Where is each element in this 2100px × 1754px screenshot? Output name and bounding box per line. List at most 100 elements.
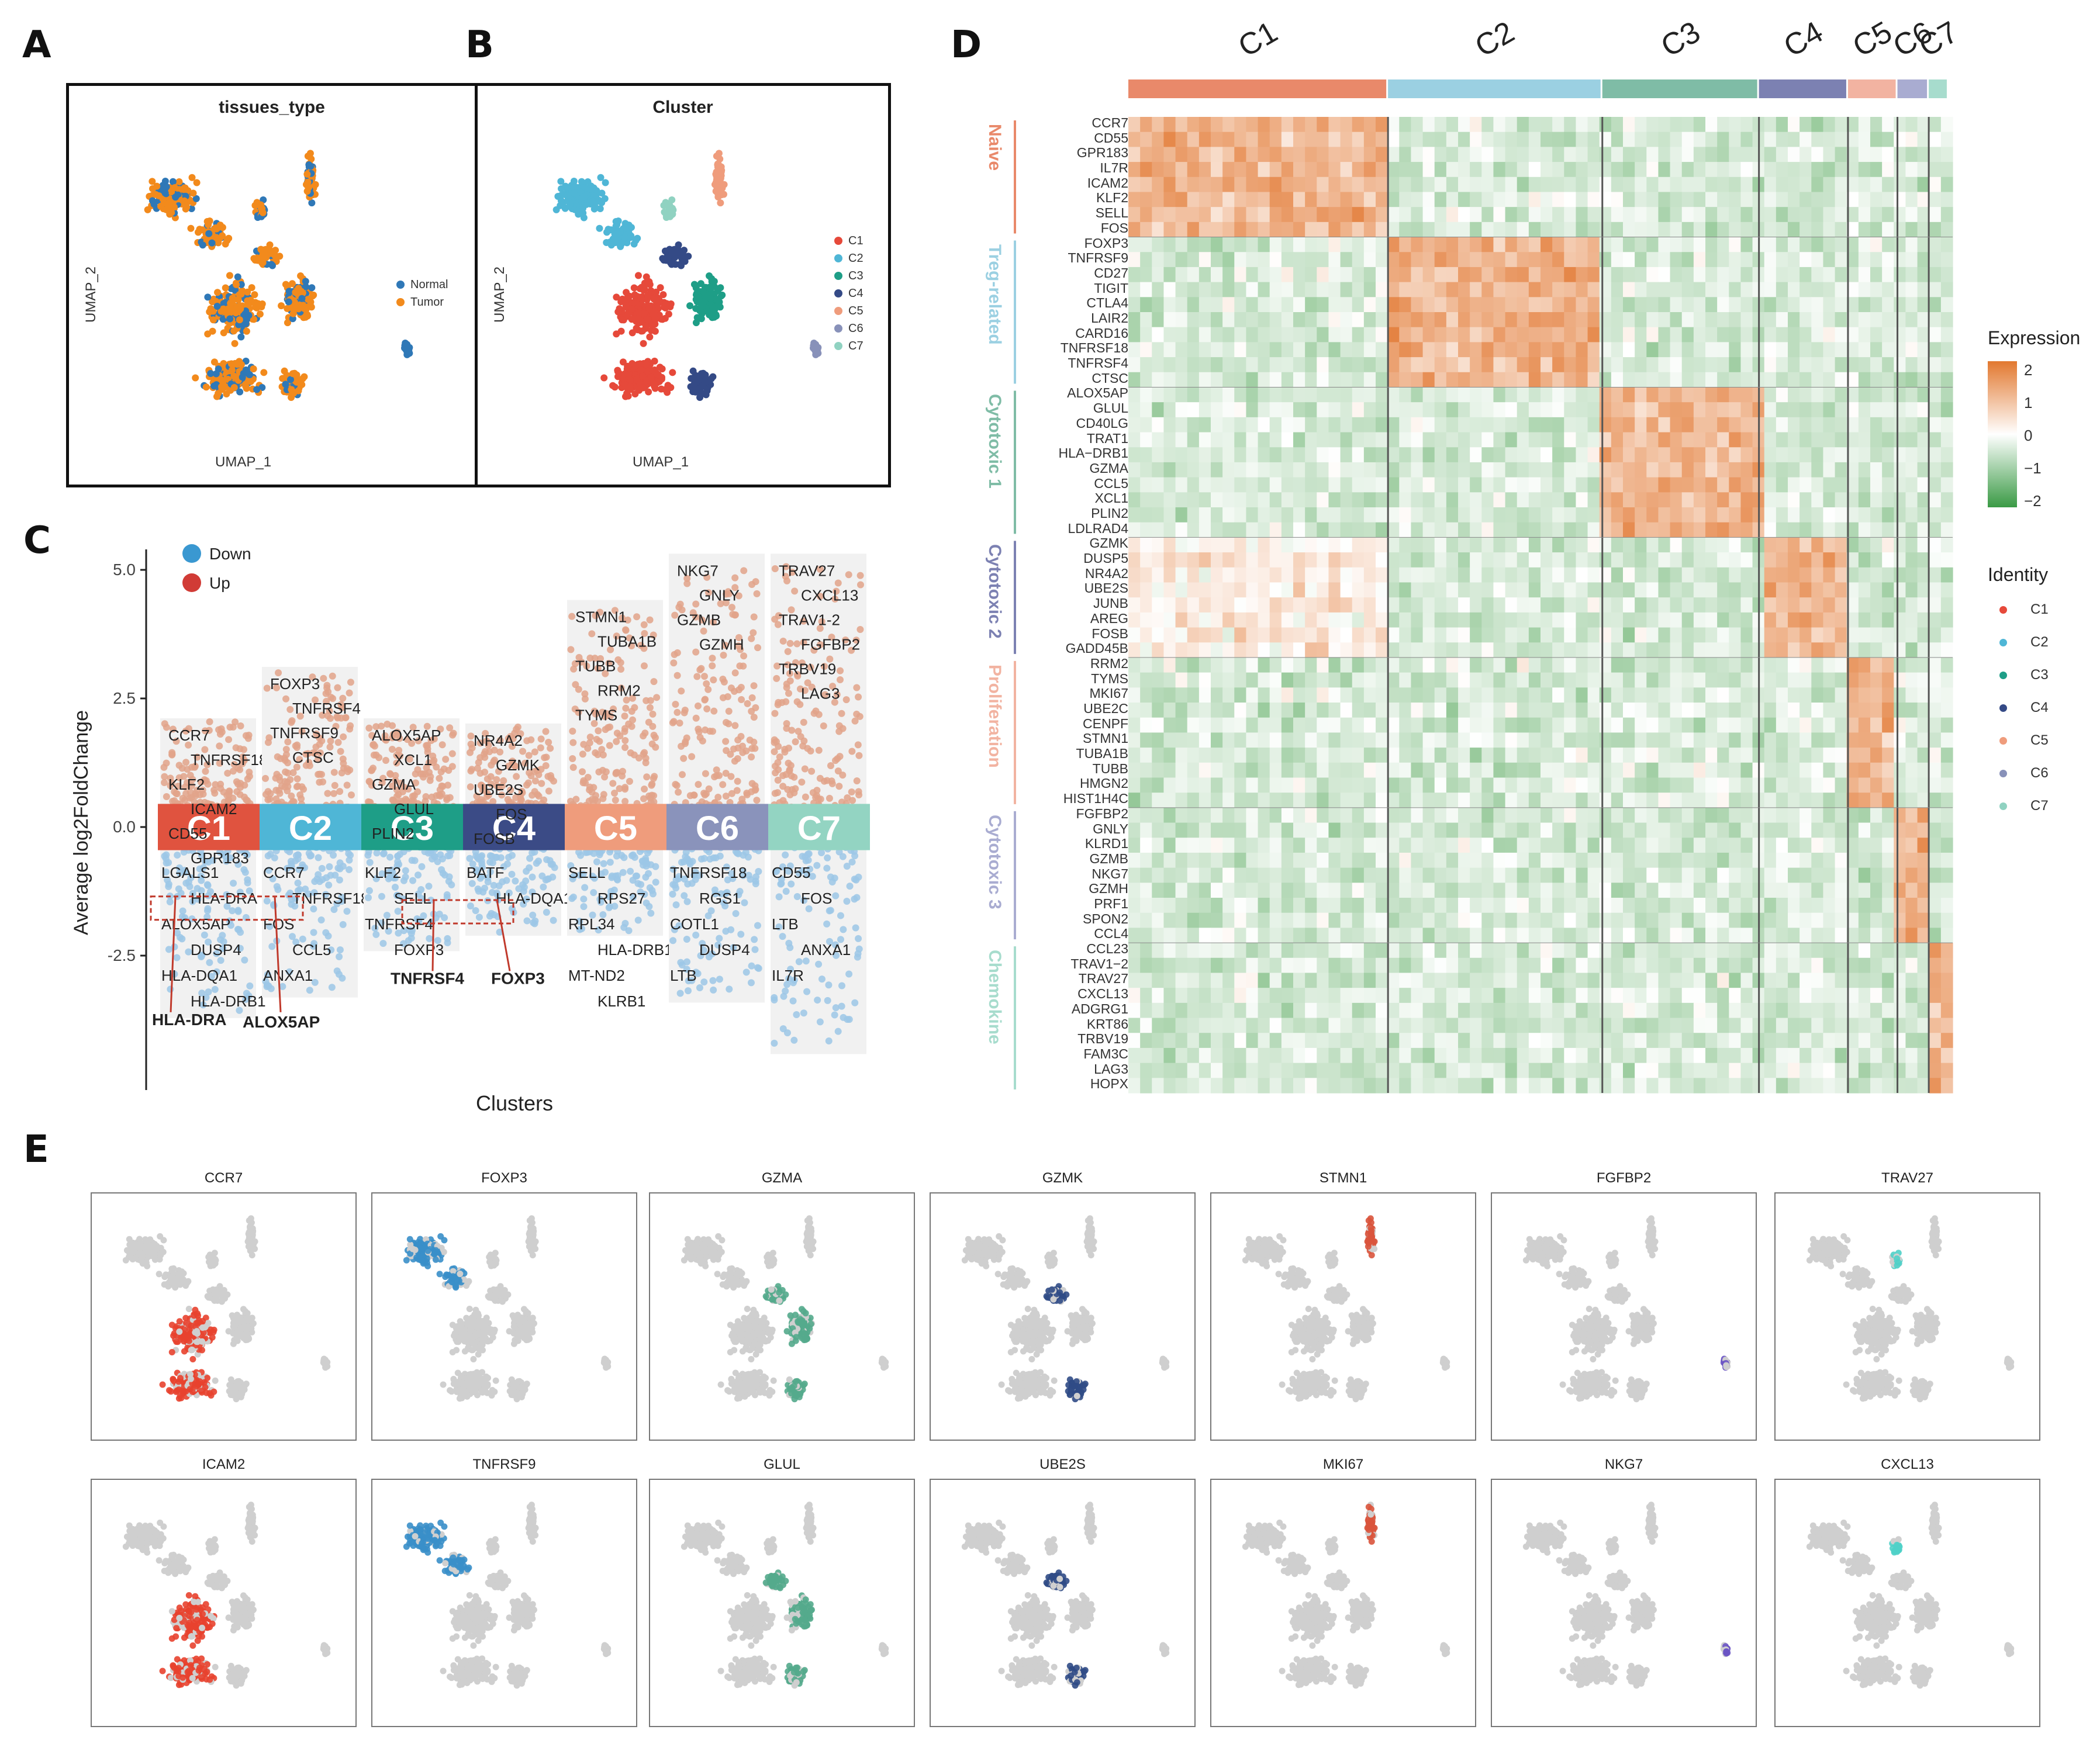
umap-cluster-point xyxy=(652,297,660,305)
umap-cluster-point xyxy=(598,189,606,197)
up-gene-point xyxy=(550,777,558,785)
up-gene-point xyxy=(670,659,678,667)
umap-tissue-point xyxy=(292,289,299,296)
umap-tissue-point xyxy=(282,281,289,288)
up-gene-point xyxy=(568,613,576,620)
down-gene-point xyxy=(472,907,479,914)
up-gene-point xyxy=(740,652,748,660)
up-gene-point xyxy=(427,773,434,780)
up-gene-point xyxy=(606,742,613,749)
up-gene-point xyxy=(547,745,554,752)
up-gene-point xyxy=(168,750,176,758)
down-gene-point xyxy=(174,929,181,937)
down-gene-point xyxy=(179,907,186,915)
down-gene-point xyxy=(223,902,231,910)
umap-tissue-point xyxy=(169,178,177,185)
up-gene-point xyxy=(174,783,182,790)
up-gene-point xyxy=(262,774,270,782)
up-gene-point xyxy=(588,630,596,638)
up-gene-point xyxy=(719,675,727,683)
down-gene-point xyxy=(402,867,409,874)
up-gene-point xyxy=(186,788,194,796)
down-gene-point xyxy=(189,898,196,905)
up-gene-point xyxy=(779,637,787,645)
up-gene-point xyxy=(298,728,306,735)
up-gene-label: FOSB xyxy=(474,830,515,847)
down-gene-point xyxy=(512,877,519,885)
down-gene-label: RGS1 xyxy=(699,890,741,907)
up-gene-point xyxy=(621,798,629,805)
up-gene-point xyxy=(681,707,689,714)
down-gene-point xyxy=(244,851,251,859)
umap-tissue-point xyxy=(162,184,170,192)
down-gene-point xyxy=(683,935,690,943)
umap-cluster-point xyxy=(622,224,630,232)
down-gene-point xyxy=(185,948,192,956)
down-gene-point xyxy=(425,883,433,890)
down-gene-point xyxy=(245,992,253,999)
down-gene-point xyxy=(213,950,220,957)
down-gene-point xyxy=(175,885,182,892)
down-gene-label: FOS xyxy=(263,915,294,933)
down-gene-point xyxy=(620,923,628,931)
down-gene-point xyxy=(208,973,215,980)
umap-cluster-point xyxy=(641,281,649,288)
umap-tissue-point xyxy=(298,295,306,302)
up-gene-point xyxy=(671,651,678,658)
up-gene-point xyxy=(613,738,620,745)
down-gene-point xyxy=(505,853,513,861)
umap-cluster-point xyxy=(813,348,820,356)
up-gene-point xyxy=(716,772,723,779)
umap-tissue-point xyxy=(214,289,222,296)
umap-tissue-point xyxy=(212,234,220,241)
down-gene-point xyxy=(523,867,530,875)
umap-tissue-point xyxy=(232,286,239,294)
up-gene-point xyxy=(298,795,305,802)
umap-cluster-point xyxy=(676,261,684,268)
down-gene-point xyxy=(194,895,202,903)
up-gene-point xyxy=(346,689,353,697)
up-gene-point xyxy=(266,795,274,803)
up-gene-point xyxy=(631,704,638,711)
umap-cluster-point xyxy=(641,309,648,317)
umap-tissue-point xyxy=(188,174,196,181)
legend-c6: C6 xyxy=(834,320,864,337)
up-gene-point xyxy=(169,798,177,805)
up-gene-point xyxy=(272,787,280,794)
down-gene-point xyxy=(581,884,589,891)
up-gene-label: FOS xyxy=(496,805,527,823)
up-gene-point xyxy=(710,676,717,684)
up-gene-point xyxy=(436,774,443,782)
umap-tissue-point xyxy=(268,261,275,268)
up-gene-point xyxy=(793,640,801,648)
up-gene-point xyxy=(640,621,648,628)
umap-cluster-point xyxy=(655,371,662,379)
up-gene-point xyxy=(643,773,651,781)
up-gene-point xyxy=(542,728,550,735)
down-gene-point xyxy=(824,854,831,862)
umap-tissue-point xyxy=(219,232,226,240)
up-gene-point xyxy=(800,737,808,745)
up-gene-point xyxy=(848,788,855,796)
down-gene-label: RPL34 xyxy=(568,915,615,933)
up-gene-point xyxy=(746,736,754,744)
umap-tissue-point xyxy=(230,327,238,335)
up-gene-point xyxy=(239,760,246,767)
up-gene-point xyxy=(612,796,619,804)
down-gene-point xyxy=(547,860,555,868)
down-gene-point xyxy=(220,938,227,946)
down-gene-point xyxy=(672,901,680,909)
umap-cluster-point xyxy=(630,284,638,292)
down-gene-point xyxy=(274,886,282,894)
umap-cluster-point xyxy=(707,375,715,383)
umap-tissue-legend: Normal Tumor xyxy=(396,276,448,311)
down-gene-point xyxy=(230,880,237,887)
down-gene-label: RPS27 xyxy=(597,890,645,907)
umap-cluster-point xyxy=(612,236,619,243)
up-gene-point xyxy=(347,722,354,729)
up-gene-point xyxy=(702,726,709,734)
down-gene-point xyxy=(683,898,691,905)
up-gene-point xyxy=(205,726,213,734)
up-gene-point xyxy=(481,753,489,761)
umap-tissue-point xyxy=(199,241,206,249)
